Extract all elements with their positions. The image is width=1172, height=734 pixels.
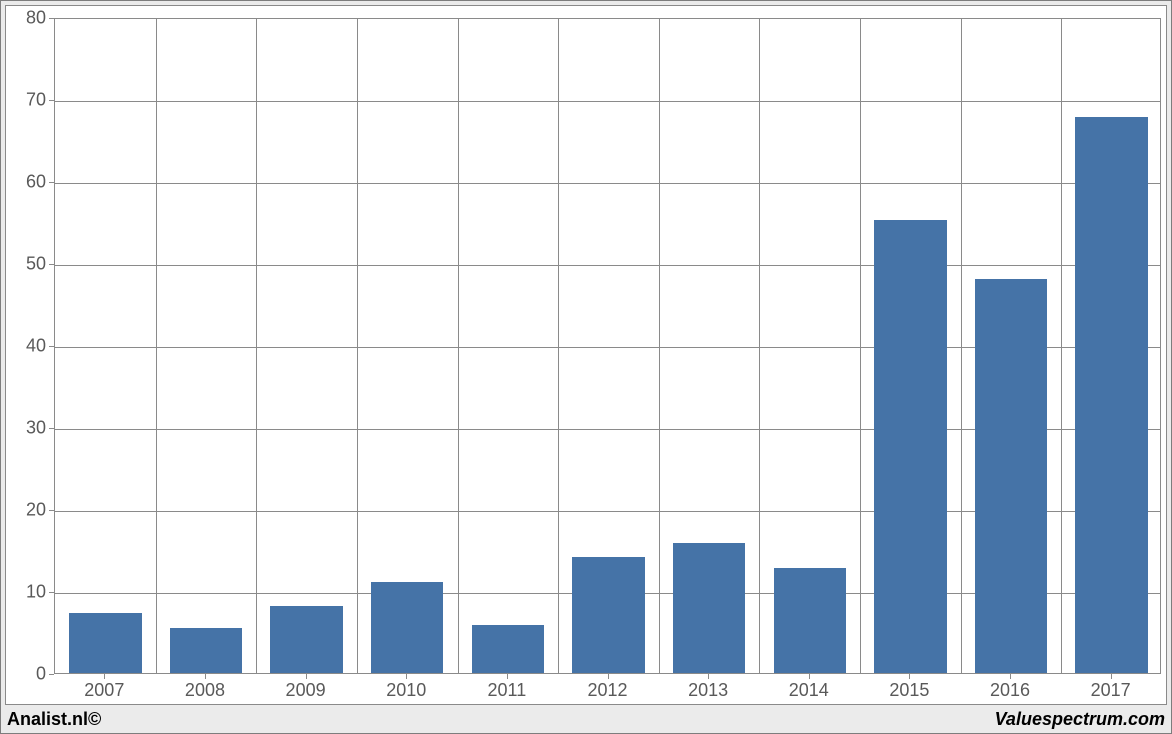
bar: [874, 220, 946, 673]
x-tick-mark: [507, 674, 508, 679]
y-tick-label: 20: [6, 500, 46, 521]
x-tick-mark: [205, 674, 206, 679]
y-tick-mark: [49, 264, 54, 265]
bar: [371, 582, 443, 673]
x-tick-label: 2010: [386, 680, 426, 701]
x-tick-mark: [708, 674, 709, 679]
y-tick-mark: [49, 346, 54, 347]
gridline-vertical: [1061, 19, 1062, 673]
bar: [170, 628, 242, 673]
plot-area: [54, 18, 1161, 674]
gridline-vertical: [860, 19, 861, 673]
bar: [69, 613, 141, 673]
y-tick-label: 70: [6, 90, 46, 111]
gridline-horizontal: [55, 265, 1160, 266]
y-tick-label: 50: [6, 254, 46, 275]
y-tick-label: 10: [6, 582, 46, 603]
x-tick-label: 2012: [587, 680, 627, 701]
x-tick-mark: [406, 674, 407, 679]
x-tick-label: 2008: [185, 680, 225, 701]
y-tick-label: 80: [6, 8, 46, 29]
y-tick-label: 60: [6, 172, 46, 193]
y-tick-label: 30: [6, 418, 46, 439]
x-tick-mark: [1010, 674, 1011, 679]
chart-outer-frame: 0 10 20 30 40 50 60 70 80 2007 2008 2009 2010 2011 20…: [0, 0, 1172, 734]
x-tick-label: 2013: [688, 680, 728, 701]
x-tick-label: 2014: [789, 680, 829, 701]
bar: [572, 557, 644, 673]
x-tick-mark: [306, 674, 307, 679]
gridline-vertical: [961, 19, 962, 673]
gridline-vertical: [156, 19, 157, 673]
gridline-horizontal: [55, 183, 1160, 184]
gridline-vertical: [659, 19, 660, 673]
x-tick-label: 2007: [84, 680, 124, 701]
y-tick-mark: [49, 100, 54, 101]
y-tick-mark: [49, 592, 54, 593]
bar: [1075, 117, 1147, 673]
x-tick-mark: [809, 674, 810, 679]
gridline-vertical: [558, 19, 559, 673]
gridline-vertical: [256, 19, 257, 673]
chart-footer: Analist.nl© Valuespectrum.com: [7, 708, 1165, 730]
footer-left-text: Analist.nl©: [7, 709, 101, 730]
y-tick-mark: [49, 18, 54, 19]
gridline-vertical: [458, 19, 459, 673]
bar: [270, 606, 342, 673]
x-tick-mark: [608, 674, 609, 679]
x-tick-label: 2016: [990, 680, 1030, 701]
x-tick-mark: [909, 674, 910, 679]
x-tick-label: 2015: [889, 680, 929, 701]
bar: [774, 568, 846, 673]
bar: [975, 279, 1047, 673]
footer-right-text: Valuespectrum.com: [995, 709, 1165, 730]
x-tick-label: 2009: [286, 680, 326, 701]
y-tick-mark: [49, 182, 54, 183]
y-tick-label: 0: [6, 664, 46, 685]
y-tick-label: 40: [6, 336, 46, 357]
y-tick-mark: [49, 674, 54, 675]
bar: [673, 543, 745, 673]
y-tick-mark: [49, 428, 54, 429]
y-tick-mark: [49, 510, 54, 511]
gridline-vertical: [759, 19, 760, 673]
gridline-horizontal: [55, 101, 1160, 102]
gridline-vertical: [357, 19, 358, 673]
x-tick-label: 2017: [1091, 680, 1131, 701]
x-tick-label: 2011: [488, 680, 527, 701]
chart-panel: 0 10 20 30 40 50 60 70 80 2007 2008 2009 2010 2011 20…: [5, 5, 1167, 705]
bar: [472, 625, 544, 673]
x-tick-mark: [104, 674, 105, 679]
x-tick-mark: [1111, 674, 1112, 679]
